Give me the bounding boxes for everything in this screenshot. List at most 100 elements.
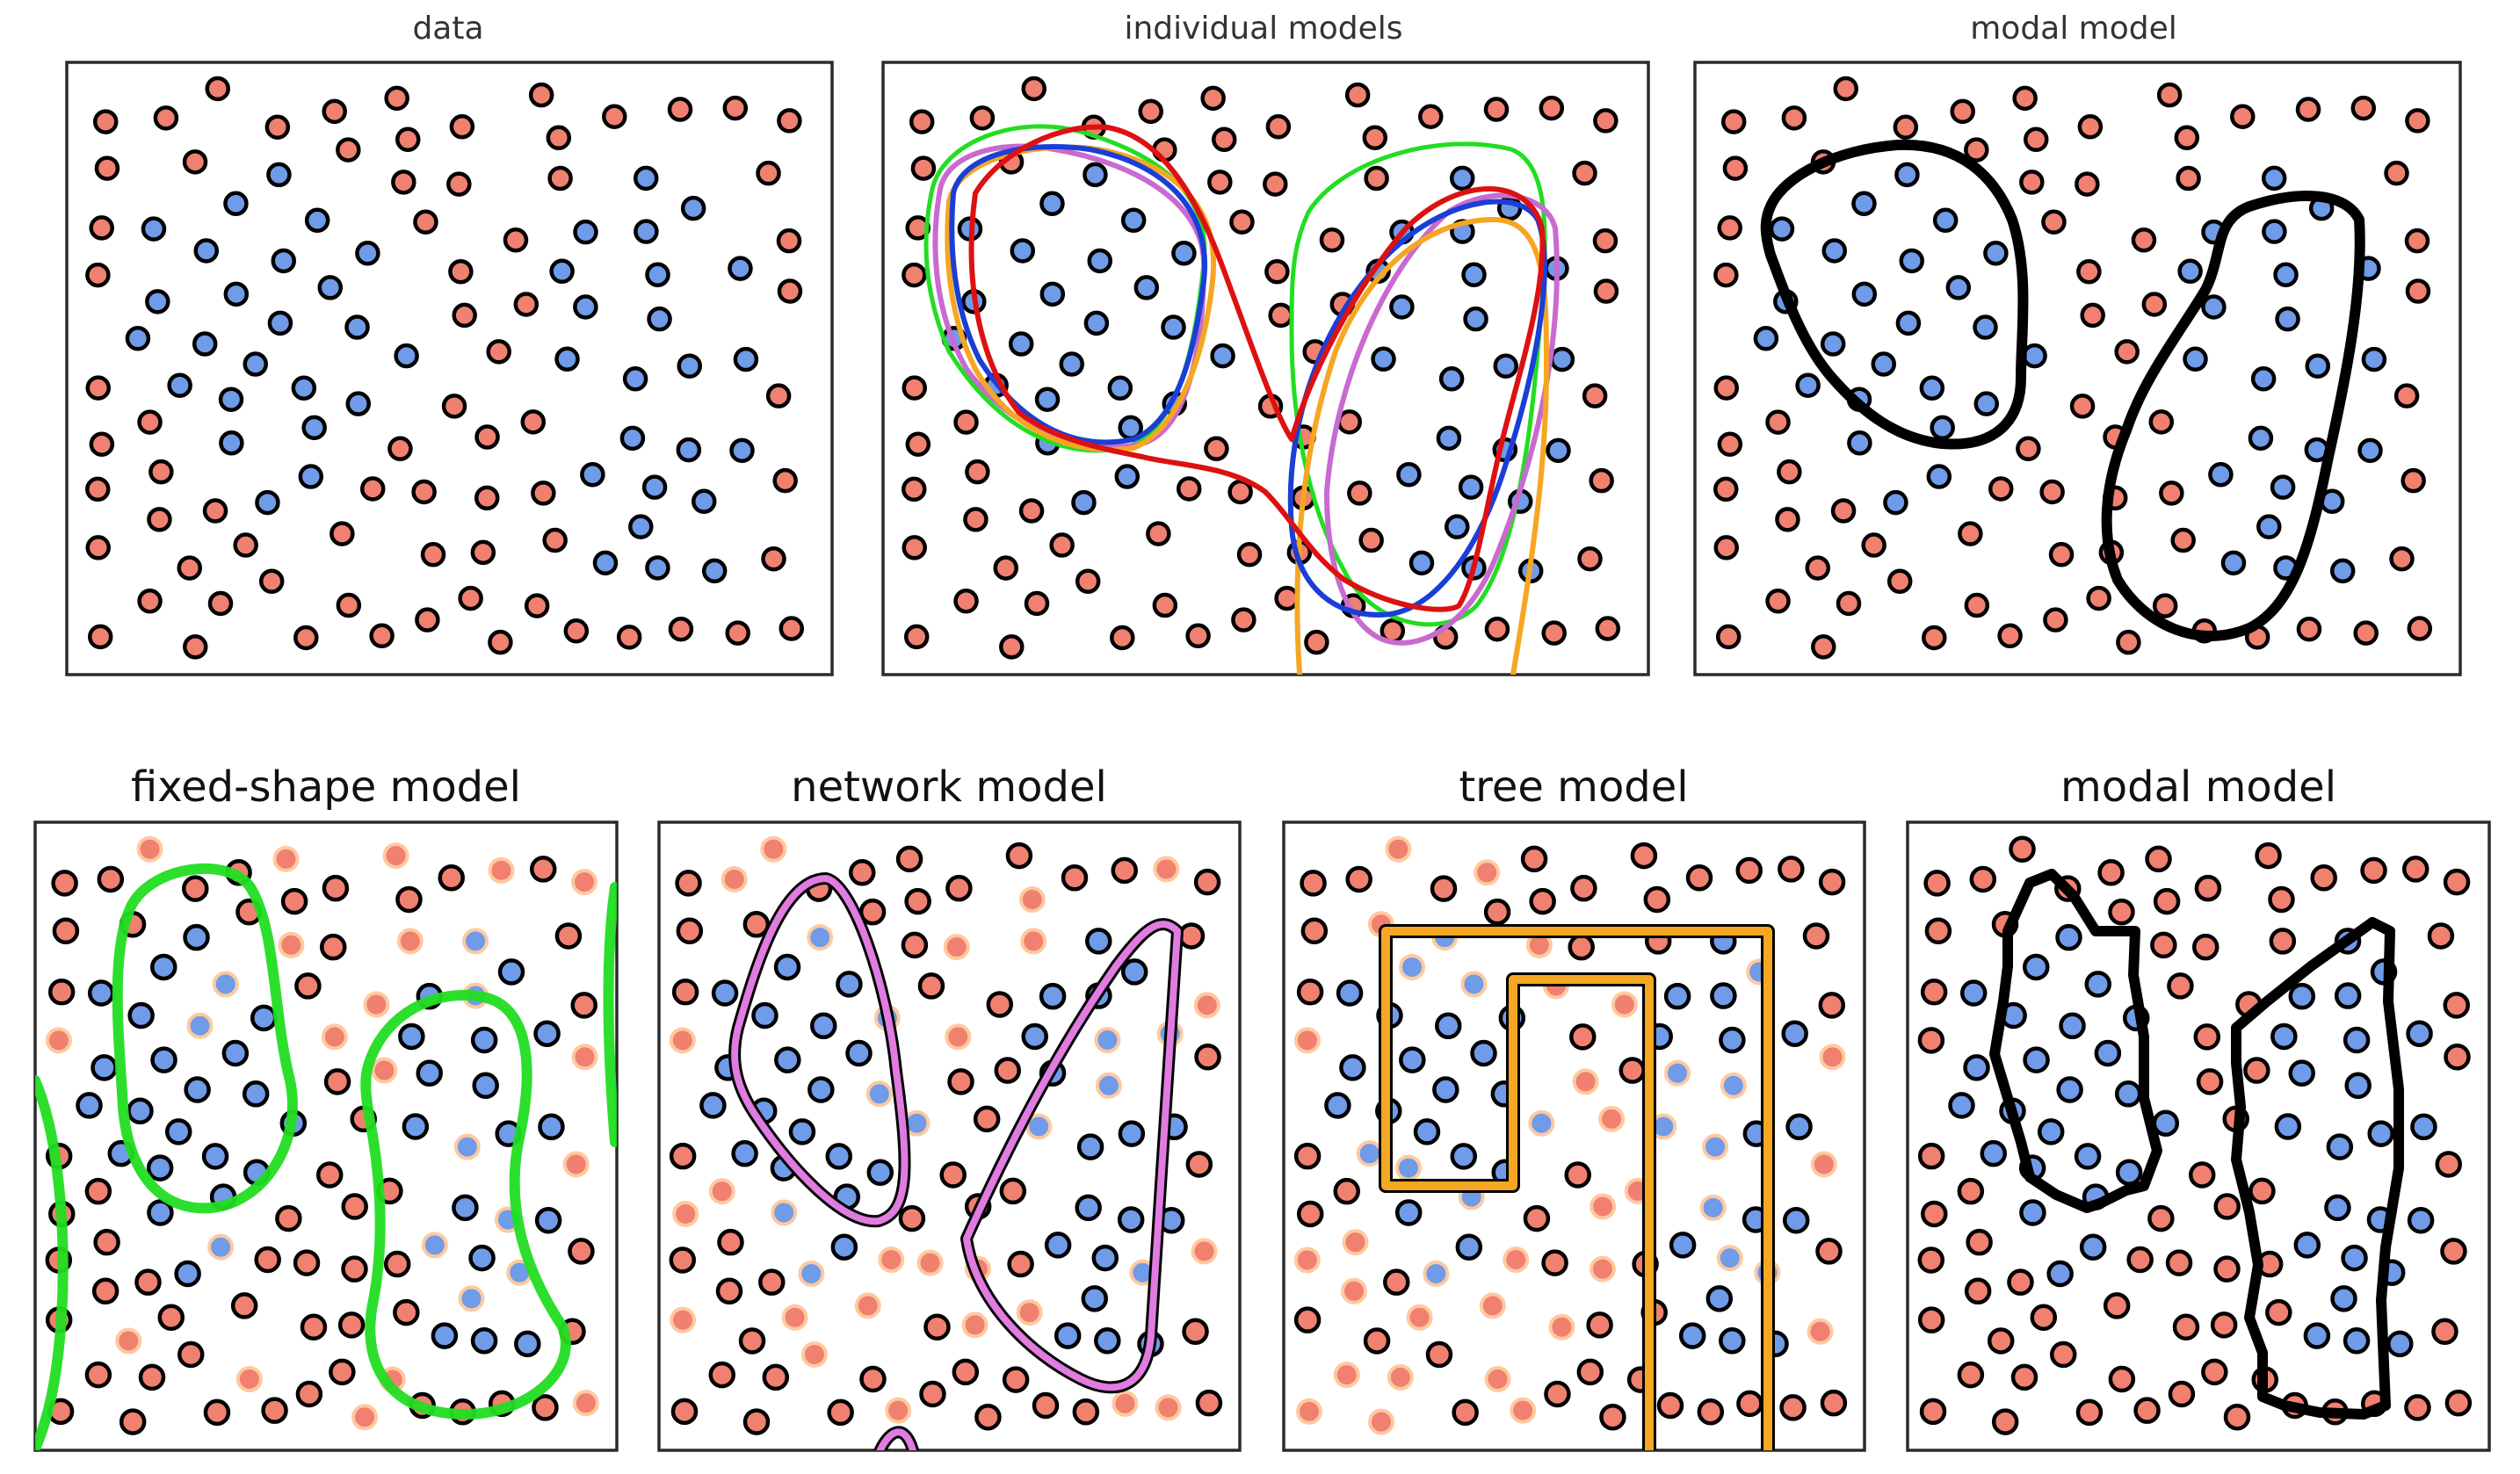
red-point [1778, 856, 1805, 883]
blue-point [468, 1244, 496, 1272]
red-point [1016, 1299, 1043, 1326]
red-point [264, 114, 291, 140]
blue-point [1432, 1076, 1459, 1103]
blue-point [452, 1194, 479, 1222]
red-point [203, 1398, 231, 1427]
red-point [2431, 1318, 2458, 1346]
red-point [1368, 1408, 1395, 1435]
blue-point [2152, 1109, 2180, 1137]
blue-point [2326, 1133, 2354, 1160]
red-point [715, 1277, 743, 1305]
red-point [2145, 845, 2172, 873]
red-point [329, 521, 355, 546]
red-point [315, 1161, 344, 1189]
blue-point [164, 1118, 192, 1145]
blue-point [1117, 1206, 1145, 1233]
red-point [902, 535, 927, 560]
blue-point [1413, 1118, 1441, 1145]
red-point [2269, 928, 2297, 955]
blue-point [633, 165, 659, 191]
blue-point [866, 1159, 894, 1186]
panel-tree-model: tree model [1282, 762, 1866, 1452]
red-point [675, 870, 702, 897]
blue-point [1423, 1261, 1450, 1288]
blue-point [2084, 971, 2111, 998]
panel-title-modal-model-bottom: modal model [2060, 762, 2336, 812]
red-point [1618, 1057, 1647, 1084]
blue-point [219, 430, 244, 456]
red-point [1484, 1365, 1511, 1392]
blue-point [622, 366, 648, 392]
red-point [520, 409, 547, 435]
red-point [137, 589, 163, 614]
red-point [2041, 209, 2067, 235]
red-point [708, 1178, 735, 1205]
blue-point [87, 979, 115, 1007]
red-point [554, 922, 583, 950]
blue-point [1973, 391, 2000, 416]
blue-point [1389, 294, 1415, 320]
blue-point [1851, 281, 1878, 307]
red-point [2248, 1177, 2276, 1205]
red-point [85, 535, 111, 560]
red-point [616, 625, 642, 650]
red-point [1185, 623, 1211, 649]
red-point [1304, 629, 1329, 655]
red-point [1589, 1255, 1616, 1283]
blue-point [2019, 1199, 2046, 1226]
red-point [2048, 542, 2075, 567]
blue-point [1094, 1026, 1121, 1053]
blue-point [1455, 1233, 1483, 1261]
red-point [1569, 1023, 1597, 1051]
red-point [902, 476, 927, 502]
blue-point [1894, 162, 1920, 188]
red-point [391, 170, 416, 195]
blue-point [830, 1233, 858, 1261]
modal-boundary-right [2231, 917, 2404, 1420]
red-point [470, 539, 496, 566]
blue-point [733, 346, 759, 372]
red-point [441, 394, 467, 419]
red-point [572, 1390, 599, 1417]
blue-point [1871, 351, 1896, 377]
red-point [1919, 1398, 1947, 1426]
blue-point [1460, 971, 1488, 998]
blue-point [1071, 489, 1097, 516]
blue-point [1436, 425, 1462, 452]
blue-point [1438, 366, 1465, 392]
red-point [1146, 521, 1171, 546]
red-point [153, 105, 179, 131]
panel-title-individual-models: individual models [1124, 11, 1402, 47]
red-point [336, 137, 361, 163]
red-point [138, 1363, 166, 1391]
red-point [2012, 85, 2038, 112]
red-point [1893, 114, 1919, 140]
blue-point [549, 258, 575, 285]
blue-point [344, 314, 370, 340]
red-point [89, 215, 114, 241]
red-point [1293, 1306, 1322, 1333]
blue-point [1699, 1194, 1727, 1221]
individual-boundary-purple [1324, 192, 1560, 646]
blue-point [1678, 1322, 1706, 1349]
blue-point [771, 1199, 798, 1226]
blue-point [1450, 1143, 1478, 1170]
red-point [885, 1397, 912, 1424]
red-point [905, 431, 931, 457]
red-point [1735, 856, 1763, 885]
blue-point [2270, 474, 2296, 500]
red-point [1024, 590, 1050, 617]
red-point [1576, 1358, 1604, 1386]
red-point [488, 629, 513, 655]
blue-point [1926, 464, 1952, 489]
tree-boundary [1381, 927, 1772, 1450]
red-point [2147, 1204, 2175, 1232]
blue-point [421, 1232, 448, 1259]
red-point [2360, 856, 2387, 885]
red-point [2188, 1161, 2216, 1189]
red-point [1802, 922, 1830, 950]
red-point [570, 992, 597, 1019]
red-point [351, 1404, 379, 1431]
red-point [2404, 228, 2430, 254]
red-point [1479, 1292, 1506, 1319]
